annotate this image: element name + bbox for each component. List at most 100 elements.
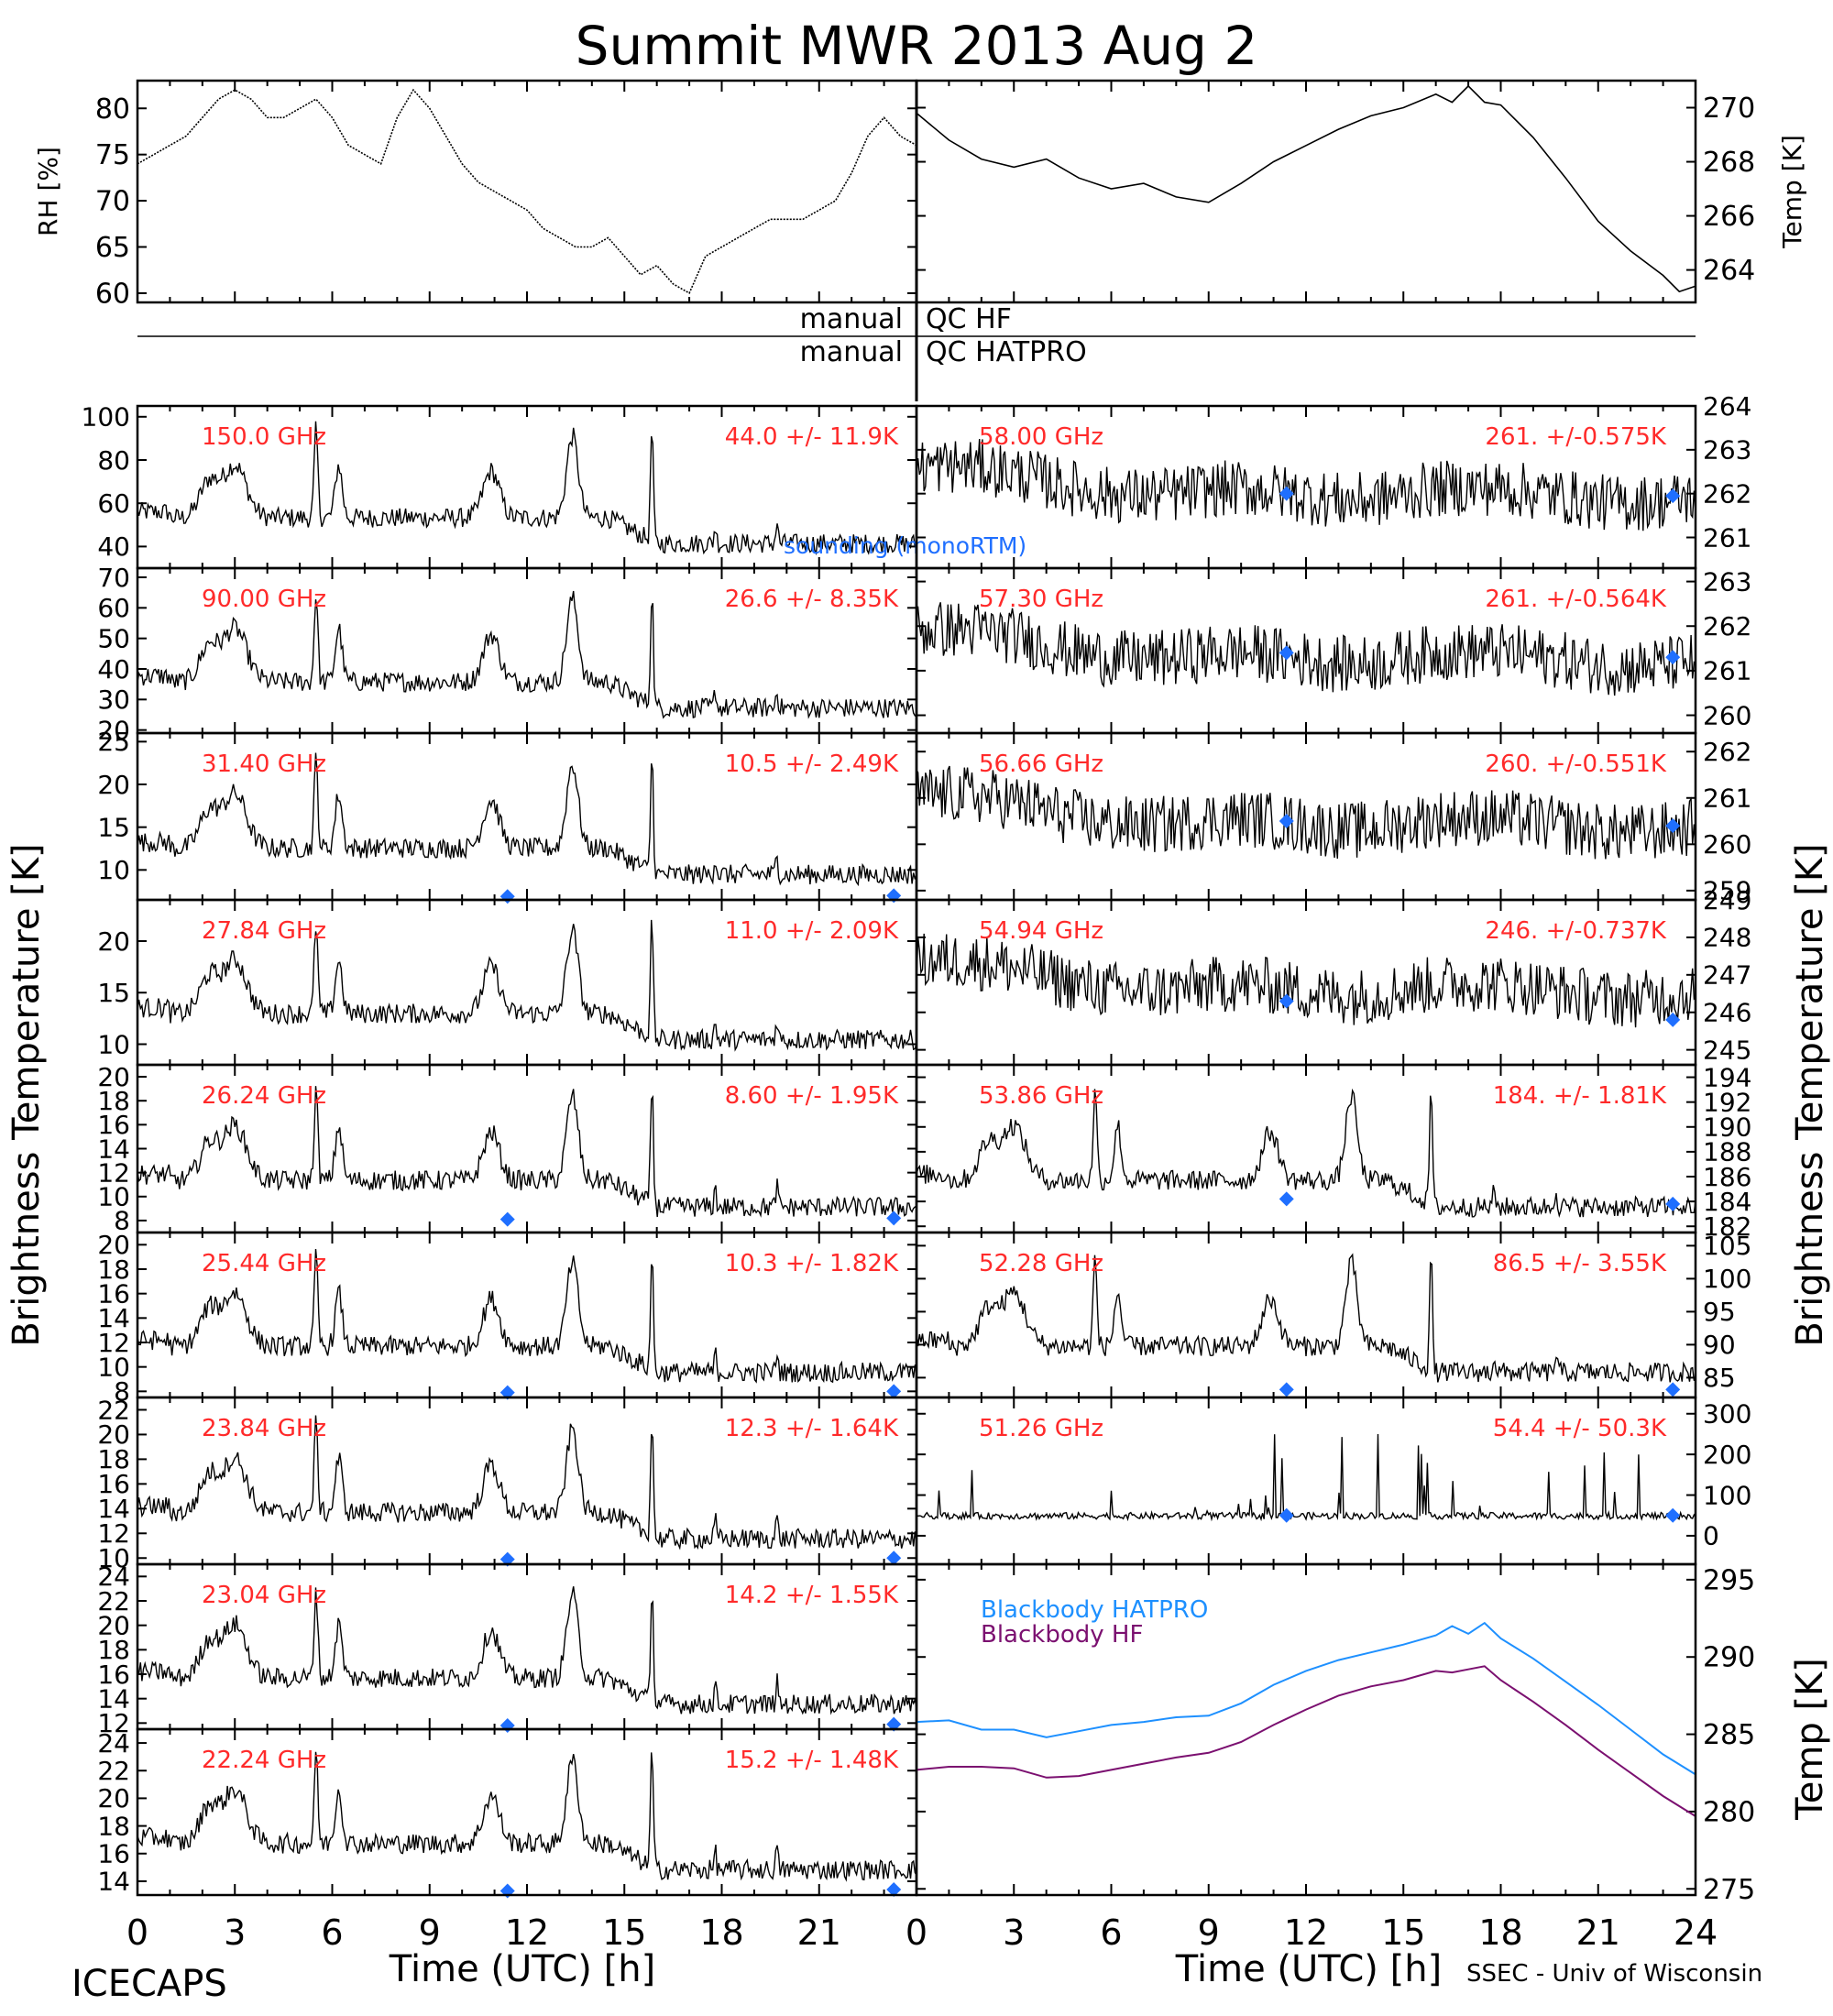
x-tick-label: 21 — [1576, 1912, 1620, 1953]
x-tick-label: 0 — [126, 1912, 148, 1953]
y-tick-label: 245 — [1703, 1035, 1751, 1065]
sounding-marker — [886, 1211, 902, 1226]
sounding-marker — [499, 1385, 515, 1400]
x-tick-label: 3 — [224, 1912, 246, 1953]
data-trace — [916, 1253, 1696, 1383]
y-tick-label: 264 — [1703, 391, 1751, 422]
y-tick-label: 194 — [1703, 1062, 1751, 1092]
channel-panel-p150: 40 60 80 100 150.0 GHz 44.0 +/- 11.9K sounding… — [82, 402, 1026, 568]
x-tick-label: 0 — [906, 1912, 927, 1953]
blackbody-axis-title: Temp [K] — [1789, 1658, 1831, 1821]
y-tick-label: 14 — [97, 1134, 130, 1164]
footer-right: SSEC - Univ of Wisconsin — [1466, 1960, 1762, 1988]
channel-panel-p5126: 0 100 200 300 51.26 GHz 54.4 +/- 50.3K — [916, 1397, 1751, 1564]
y-tick-label: 18 — [97, 1255, 130, 1285]
y-tick-label: 260 — [1703, 700, 1751, 730]
y-tick-label: 14 — [97, 1303, 130, 1333]
y-tick-label: 182 — [1703, 1211, 1751, 1242]
sounding-marker — [1279, 814, 1294, 829]
y-tick-label: 18 — [97, 1811, 130, 1841]
stats-label: 11.0 +/- 2.09K — [725, 917, 899, 945]
stats-label: 10.5 +/- 2.49K — [725, 751, 899, 778]
sounding-marker — [499, 1551, 515, 1567]
y-tick-label: 50 — [97, 623, 130, 653]
data-trace — [916, 602, 1696, 696]
data-trace — [916, 933, 1696, 1028]
y-tick-label: 18 — [97, 1086, 130, 1116]
x-tick-label: 18 — [1478, 1912, 1522, 1953]
x-tick-label: 12 — [1284, 1912, 1328, 1953]
y-tick-label: 0 — [1703, 1521, 1719, 1551]
y-tick-label: 20 — [97, 1783, 130, 1813]
y-tick-label: 261 — [1703, 522, 1751, 553]
y-tick-label: 40 — [97, 531, 130, 562]
y-tick-label: 249 — [1703, 885, 1751, 915]
y-tick-label: 20 — [97, 1062, 130, 1092]
x-tick-label: 15 — [602, 1912, 646, 1953]
y-tick-label: 295 — [1703, 1564, 1755, 1596]
temp-panel: 264 266 268 270 Temp [K] — [916, 81, 1807, 302]
frequency-label: 26.24 GHz — [202, 1082, 326, 1110]
y-tick-label: 248 — [1703, 923, 1751, 953]
y-tick-label: 8 — [114, 1376, 130, 1407]
sounding-marker — [1279, 1382, 1294, 1397]
sounding-marker — [499, 1718, 515, 1733]
x-tick-label: 12 — [505, 1912, 549, 1953]
y-tick-label: 14 — [97, 1683, 130, 1714]
y-tick-label: 16 — [97, 1660, 130, 1690]
x-tick-label: 3 — [1003, 1912, 1025, 1953]
y-tick-label: 290 — [1703, 1642, 1755, 1674]
stats-label: 261. +/-0.564K — [1485, 586, 1667, 613]
y-tick-label: 22 — [97, 1756, 130, 1786]
data-trace — [137, 421, 917, 556]
y-tick-label: 190 — [1703, 1112, 1751, 1143]
frequency-label: 52.28 GHz — [979, 1250, 1103, 1277]
x-tick-label: 6 — [321, 1912, 343, 1953]
y-tick-label: 12 — [97, 1518, 130, 1549]
data-trace — [916, 1433, 1696, 1522]
y-tick-label: 18 — [97, 1444, 130, 1474]
stats-label: 44.0 +/- 11.9K — [725, 423, 899, 451]
y-tick-label: 100 — [1703, 1264, 1751, 1294]
y-tick-label: 262 — [1703, 611, 1751, 641]
y-tick-label: 60 — [97, 488, 130, 519]
blackbody-legend-entry: Blackbody HATPRO — [981, 1596, 1208, 1624]
frequency-label: 23.04 GHz — [202, 1582, 326, 1609]
sounding-marker — [1665, 1507, 1681, 1523]
y-tick-label: 20 — [97, 926, 130, 957]
y-tick-label: 80 — [95, 93, 130, 126]
y-tick-label: 10 — [97, 1182, 130, 1212]
frequency-label: 27.84 GHz — [202, 917, 326, 945]
y-tick-label: 184 — [1703, 1187, 1751, 1217]
qc-panel: manual QC HF manual QC HATPRO — [137, 81, 1696, 401]
y-tick-label: 16 — [97, 1469, 130, 1499]
stats-label: 261. +/-0.575K — [1485, 423, 1667, 451]
left-x-axis-title: Time (UTC) [h] — [389, 1948, 655, 1990]
data-trace — [916, 438, 1696, 531]
figure-title: Summit MWR 2013 Aug 2 — [576, 15, 1258, 77]
sounding-marker — [1279, 486, 1294, 501]
frequency-label: 57.30 GHz — [979, 586, 1103, 613]
stats-label: 260. +/-0.551K — [1485, 751, 1667, 778]
left-y-axis-title: Brightness Temperature [K] — [5, 843, 48, 1346]
y-tick-label: 20 — [97, 715, 130, 745]
y-tick-label: 65 — [95, 232, 130, 264]
y-tick-label: 300 — [1703, 1399, 1751, 1430]
sounding-marker — [1279, 1507, 1294, 1523]
rh-axes — [136, 79, 918, 304]
frequency-label: 56.66 GHz — [979, 751, 1103, 778]
sounding-marker — [886, 1716, 902, 1732]
y-tick-label: 264 — [1703, 255, 1755, 287]
sounding-marker — [886, 1550, 902, 1566]
y-tick-label: 268 — [1703, 147, 1755, 179]
channel-panel-p5730: 260 261 262 263 57.30 GHz 261. +/-0.564K — [916, 566, 1751, 733]
y-tick-label: 247 — [1703, 960, 1751, 991]
y-tick-label: 16 — [97, 1110, 130, 1140]
x-tick-label: 9 — [419, 1912, 441, 1953]
y-tick-label: 20 — [97, 770, 130, 800]
